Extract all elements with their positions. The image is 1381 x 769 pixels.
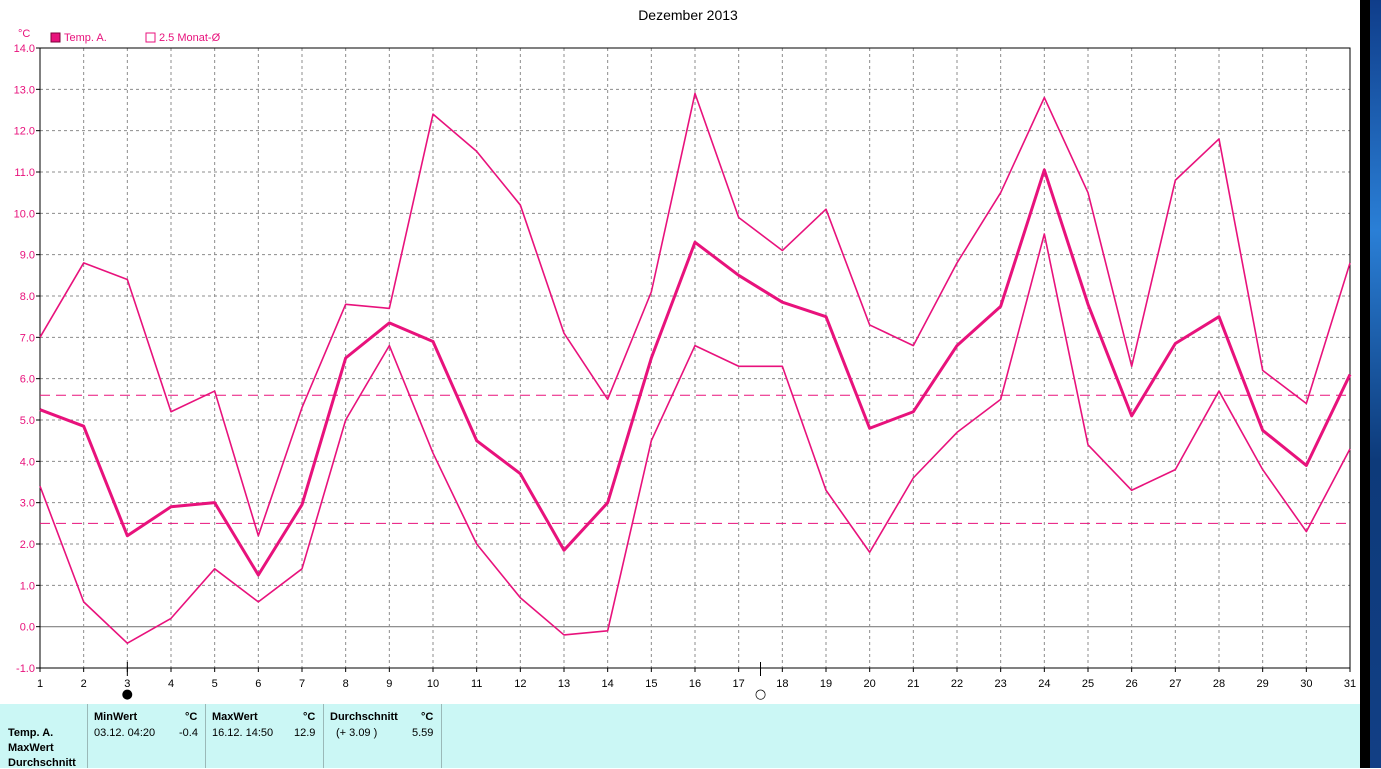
min-value: -0.4 xyxy=(179,727,198,739)
stats-min-column: MinWert °C 03.12. 04:20 -0.4 xyxy=(88,704,206,768)
legend-swatch-temp xyxy=(50,32,61,43)
x-tick-label: 14 xyxy=(602,678,614,690)
y-tick-label: 11.0 xyxy=(14,167,35,179)
x-tick-label: 26 xyxy=(1126,678,1138,690)
y-tick-label: 3.0 xyxy=(20,498,35,510)
tick-labels: -1.00.01.02.03.04.05.06.07.08.09.010.011… xyxy=(14,43,1357,690)
day-marker-symbol: ○ xyxy=(755,687,766,702)
x-tick-label: 29 xyxy=(1257,678,1269,690)
chart-title: Dezember 2013 xyxy=(638,7,738,23)
stats-avg-column: Durchschnitt °C (+ 3.09 ) 5.59 xyxy=(324,704,442,768)
y-tick-label: -1.0 xyxy=(16,663,35,675)
y-tick-label: 6.0 xyxy=(20,374,35,386)
x-tick-label: 6 xyxy=(255,678,261,690)
x-tick-label: 31 xyxy=(1344,678,1356,690)
y-tick-label: 14.0 xyxy=(14,43,35,55)
series xyxy=(39,92,1352,645)
y-tick-label: 5.0 xyxy=(20,415,35,427)
max-value: 12.9 xyxy=(294,727,316,739)
x-tick-label: 17 xyxy=(733,678,745,690)
x-tick-label: 27 xyxy=(1169,678,1181,690)
legend: Temp. A. 2.5 Monat-Ø xyxy=(50,32,221,44)
y-tick-label: 7.0 xyxy=(20,332,35,344)
max-datetime: 16.12. 14:50 xyxy=(212,727,274,739)
x-tick-label: 21 xyxy=(907,678,919,690)
chart: Dezember 2013 °C Temp. A. 2.5 Monat-Ø -1… xyxy=(14,7,1357,702)
y-tick-label: 4.0 xyxy=(20,456,35,468)
y-tick-label: 2.0 xyxy=(20,539,35,551)
day-marker-symbol: ● xyxy=(122,687,133,702)
x-tick-label: 24 xyxy=(1038,678,1050,690)
y-tick-label: 10.0 xyxy=(14,208,35,220)
x-tick-label: 8 xyxy=(343,678,349,690)
y-tick-label: 0.0 xyxy=(20,622,35,634)
min-unit: °C xyxy=(185,711,198,723)
grid xyxy=(40,48,1350,668)
avg-unit: °C xyxy=(421,711,434,723)
legend-swatch-avg xyxy=(145,32,156,43)
x-tick-label: 5 xyxy=(212,678,218,690)
y-tick-label: 8.0 xyxy=(20,291,35,303)
window-edge-accent xyxy=(1370,0,1381,768)
y-unit-label: °C xyxy=(18,28,30,40)
avg-delta: (+ 3.09 ) xyxy=(336,727,378,739)
avg-value: 5.59 xyxy=(412,727,434,739)
x-tick-label: 28 xyxy=(1213,678,1225,690)
x-tick-label: 10 xyxy=(427,678,439,690)
x-tick-label: 23 xyxy=(995,678,1007,690)
row-label-temp: Temp. A. xyxy=(8,727,54,739)
x-tick-label: 30 xyxy=(1300,678,1312,690)
x-tick-label: 12 xyxy=(514,678,526,690)
series-line-max xyxy=(39,92,1351,537)
x-tick-label: 2 xyxy=(81,678,87,690)
legend-label-avg: 2.5 Monat-Ø xyxy=(159,32,221,44)
x-tick-label: 15 xyxy=(645,678,657,690)
reference-lines xyxy=(40,394,1350,524)
x-tick-label: 7 xyxy=(299,678,305,690)
x-tick-label: 22 xyxy=(951,678,963,690)
y-tick-label: 13.0 xyxy=(14,84,35,96)
x-tick-label: 11 xyxy=(471,678,482,690)
x-tick-label: 4 xyxy=(168,678,174,690)
y-tick-label: 1.0 xyxy=(20,580,35,592)
plot-frame xyxy=(39,47,1351,669)
day-markers: ● ○ xyxy=(122,662,766,702)
x-tick-label: 19 xyxy=(820,678,832,690)
min-datetime: 03.12. 04:20 xyxy=(94,727,156,739)
min-header: MinWert xyxy=(94,711,138,723)
stats-max-column: MaxWert °C 16.12. 14:50 12.9 xyxy=(206,704,324,768)
x-tick-label: 16 xyxy=(689,678,701,690)
stats-row-labels: Temp. A. MaxWert Durchschnitt xyxy=(0,704,88,769)
x-tick-label: 9 xyxy=(386,678,392,690)
x-tick-label: 18 xyxy=(776,678,788,690)
series-line-min xyxy=(39,233,1351,645)
x-tick-label: 3 xyxy=(124,678,130,690)
legend-label-temp: Temp. A. xyxy=(64,32,107,44)
x-tick-label: 1 xyxy=(37,678,43,690)
stats-panel: Temp. A. MaxWert Durchschnitt MinWert °C… xyxy=(0,704,1360,769)
x-tick-label: 25 xyxy=(1082,678,1094,690)
y-tick-label: 9.0 xyxy=(20,250,35,262)
max-header: MaxWert xyxy=(212,711,258,723)
axes xyxy=(36,47,1351,672)
x-tick-label: 13 xyxy=(558,678,570,690)
row-label-max: MaxWert xyxy=(8,742,54,754)
y-tick-label: 12.0 xyxy=(14,126,35,138)
series-line-mean xyxy=(39,168,1352,577)
max-unit: °C xyxy=(303,711,316,723)
row-label-avg: Durchschnitt xyxy=(8,757,76,769)
x-tick-label: 20 xyxy=(864,678,876,690)
avg-header: Durchschnitt xyxy=(330,711,398,723)
